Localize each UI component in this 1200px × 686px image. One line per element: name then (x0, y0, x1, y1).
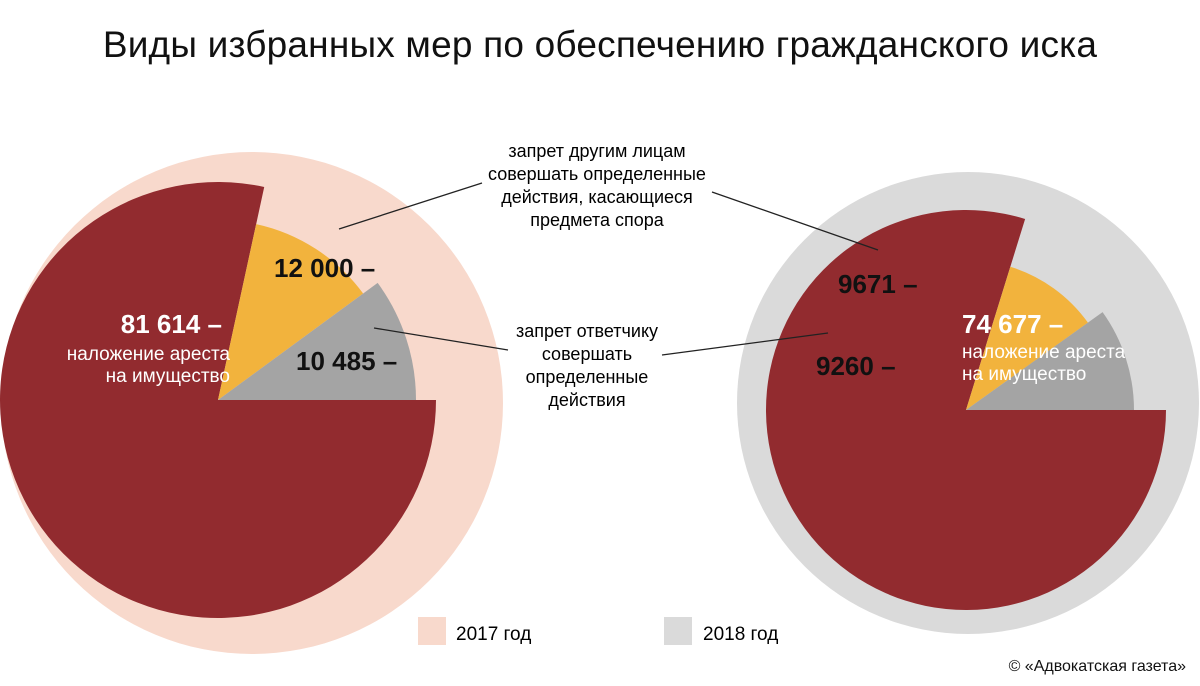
value-label-arrest-2018: 74 677 – (962, 309, 1063, 339)
legend: 2017 год 2018 год (418, 617, 778, 645)
leader-line-defendant-2018 (661, 332, 829, 356)
annotation-others-line2: совершать определенные (488, 164, 706, 184)
annotation-defendant-line2: совершать (542, 344, 632, 364)
annotation-defendant-line4: действия (548, 390, 625, 410)
category-annotation-prohibition-others: запрет другим лицам совершать определенн… (488, 141, 706, 230)
slice-prohibition-defendant-2018 (966, 312, 1134, 410)
legend-swatch-2018 (664, 617, 692, 645)
slice-arrest-2017 (0, 182, 436, 619)
desc-line1-arrest-2017: наложение ареста (67, 344, 231, 365)
annotation-others-line3: действия, касающиеся (501, 187, 693, 207)
annotation-others-line1: запрет другим лицам (508, 141, 685, 161)
leader-lines (338, 182, 879, 356)
value-label-arrest-2017: 81 614 – (121, 309, 222, 339)
pie-chart-2017: 81 614 – наложение ареста на имущество 1… (0, 152, 503, 654)
legend-swatch-2017 (418, 617, 446, 645)
annotation-others-line4: предмета спора (530, 210, 664, 230)
annotation-defendant-line3: определенные (526, 367, 649, 387)
chart-title: Виды избранных мер по обеспечению гражда… (102, 24, 1098, 65)
desc-line2-arrest-2017: на имущество (106, 366, 230, 387)
category-annotation-prohibition-defendant: запрет ответчику совершать определенные … (516, 321, 658, 410)
value-label-prohibition-others-2018: 9671 – (838, 269, 918, 299)
slice-prohibition-others-2017 (218, 224, 364, 400)
slice-prohibition-others-2018 (966, 266, 1088, 410)
value-label-prohibition-defendant-2018: 9260 – (816, 351, 896, 381)
value-label-prohibition-defendant-2017: 10 485 – (296, 346, 397, 376)
annotation-defendant-line1: запрет ответчику (516, 321, 658, 341)
legend-label-2017: 2017 год (456, 624, 531, 645)
desc-line2-arrest-2018: на имущество (962, 364, 1086, 385)
value-label-prohibition-others-2017: 12 000 – (274, 253, 375, 283)
legend-label-2018: 2018 год (703, 624, 778, 645)
copyright-notice: © «Адвокатская газета» (1008, 658, 1186, 675)
leader-line-defendant-2017 (373, 327, 509, 351)
slice-prohibition-defendant-2017 (218, 282, 416, 400)
slice-arrest-2018 (766, 210, 1166, 611)
desc-line1-arrest-2018: наложение ареста (962, 342, 1126, 363)
leader-line-others-2018 (711, 191, 879, 251)
pie-chart-2018: 74 677 – наложение ареста на имущество 9… (737, 172, 1199, 634)
leader-line-others-2017 (338, 182, 483, 230)
